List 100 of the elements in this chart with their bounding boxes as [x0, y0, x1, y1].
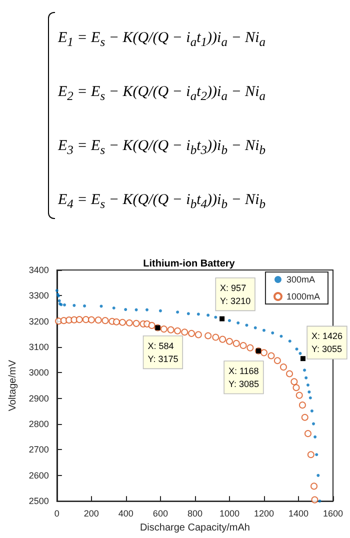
- y-tick-label: 3400: [28, 265, 49, 275]
- point: [219, 336, 226, 343]
- point: [298, 402, 306, 409]
- point: [174, 327, 182, 334]
- point: [288, 340, 292, 343]
- y-tick-label: 3200: [28, 316, 49, 326]
- point: [94, 316, 102, 324]
- x-tick-label: 400: [118, 508, 134, 519]
- point: [280, 364, 287, 371]
- point: [145, 308, 148, 312]
- point: [262, 328, 266, 332]
- point: [316, 474, 320, 477]
- x-axis-title: Discharge Capacity/mAh: [140, 522, 250, 534]
- x-tick-label: 800: [187, 508, 202, 519]
- point: [307, 451, 314, 458]
- point: [102, 317, 109, 324]
- text: E$_{4}$ = E$_{s}$ − K(Q/(Q − i$_{b}$t$_{4}$))i$_{b}$ − Ni$_{b}$: [58, 192, 266, 211]
- point: [298, 352, 302, 355]
- point: [204, 332, 212, 340]
- y-tick-label: 2900: [28, 393, 49, 404]
- point: [236, 321, 240, 324]
- y-tick-label: 3100: [28, 342, 49, 352]
- legend-label: 1000mA: [286, 292, 320, 302]
- y-tick-label: 2800: [28, 419, 49, 430]
- point: [296, 392, 303, 399]
- y-axis-title: Voltage/mV: [8, 360, 18, 412]
- point: [160, 326, 168, 333]
- point: [188, 330, 196, 337]
- point: [118, 318, 126, 326]
- y-tick-label: 2700: [28, 444, 49, 455]
- x-tick-label: 600: [152, 508, 168, 519]
- point: [55, 289, 58, 292]
- point: [181, 328, 188, 336]
- point: [228, 319, 231, 322]
- point: [311, 496, 318, 504]
- point: [245, 324, 248, 327]
- x-tick-label: 1400: [288, 508, 309, 519]
- y-tick-label: 2500: [28, 496, 49, 506]
- point: [134, 308, 138, 312]
- point: [126, 319, 133, 326]
- text: E$_{3}$ = E$_{s}$ − K(Q/(Q − i$_{b}$t$_{3}$))i$_{b}$ − Ni$_{b}$: [58, 138, 266, 157]
- annotation: X: 1168 Y: 3085: [228, 366, 259, 389]
- point: [132, 320, 140, 327]
- x-tick-label: 1000: [219, 508, 240, 519]
- x-tick-label: 200: [84, 508, 99, 519]
- point: [76, 316, 83, 324]
- point: [310, 482, 318, 490]
- point: [232, 340, 240, 347]
- point: [304, 430, 312, 438]
- point: [226, 338, 233, 345]
- legend-label: 300mA: [286, 274, 316, 284]
- point: [194, 331, 202, 338]
- point: [100, 304, 103, 308]
- y-tick-label: 3000: [28, 368, 49, 378]
- point: [306, 384, 310, 387]
- point: [295, 348, 298, 351]
- point: [186, 312, 190, 316]
- point: [88, 316, 95, 324]
- point: [312, 422, 315, 426]
- point: [286, 370, 294, 378]
- annotation: X: 584 Y: 3175: [148, 340, 178, 364]
- point: [301, 414, 308, 421]
- point: [58, 299, 61, 302]
- text: E$_{2}$ = E$_{s}$ − K(Q/(Q − i$_{a}$t$_{2}$))i$_{a}$ − Ni$_{a}$: [58, 84, 266, 103]
- point: [314, 435, 317, 438]
- x-tick-label: 1600: [322, 508, 344, 519]
- point: [303, 368, 306, 372]
- point: [112, 306, 116, 310]
- point: [246, 344, 254, 352]
- point: [274, 357, 281, 364]
- point: [268, 352, 275, 360]
- y-tick-label: 3300: [28, 290, 49, 301]
- point: [212, 334, 220, 341]
- point: [318, 500, 322, 503]
- point: [83, 304, 86, 308]
- point: [54, 318, 62, 325]
- point: [196, 312, 200, 316]
- y-tick-label: 2600: [28, 470, 49, 480]
- point: [308, 396, 312, 400]
- point: [271, 331, 274, 334]
- point: [112, 318, 120, 326]
- point: [72, 304, 76, 307]
- point: [308, 390, 311, 394]
- point: [310, 409, 314, 412]
- point: [176, 310, 180, 314]
- point: [315, 453, 318, 456]
- point: [290, 378, 298, 386]
- point: [240, 342, 247, 349]
- point: [124, 308, 128, 312]
- annotation: X: 1426 Y: 3055: [311, 331, 343, 354]
- chart-title: Lithium-ion Battery: [143, 258, 236, 270]
- annotation: X: 957 Y: 3210: [220, 282, 251, 306]
- point: [158, 309, 162, 312]
- point: [206, 314, 210, 317]
- x-tick-label: 0: [54, 508, 60, 519]
- point: [82, 316, 90, 324]
- point: [148, 322, 156, 329]
- text: E$_{1}$ = E$_{s}$ − K(Q/(Q − i$_{a}$t$_{1}$))i$_{a}$ − Ni$_{a}$: [58, 30, 266, 49]
- x-tick-label: 1200: [254, 508, 274, 519]
- point: [292, 384, 300, 392]
